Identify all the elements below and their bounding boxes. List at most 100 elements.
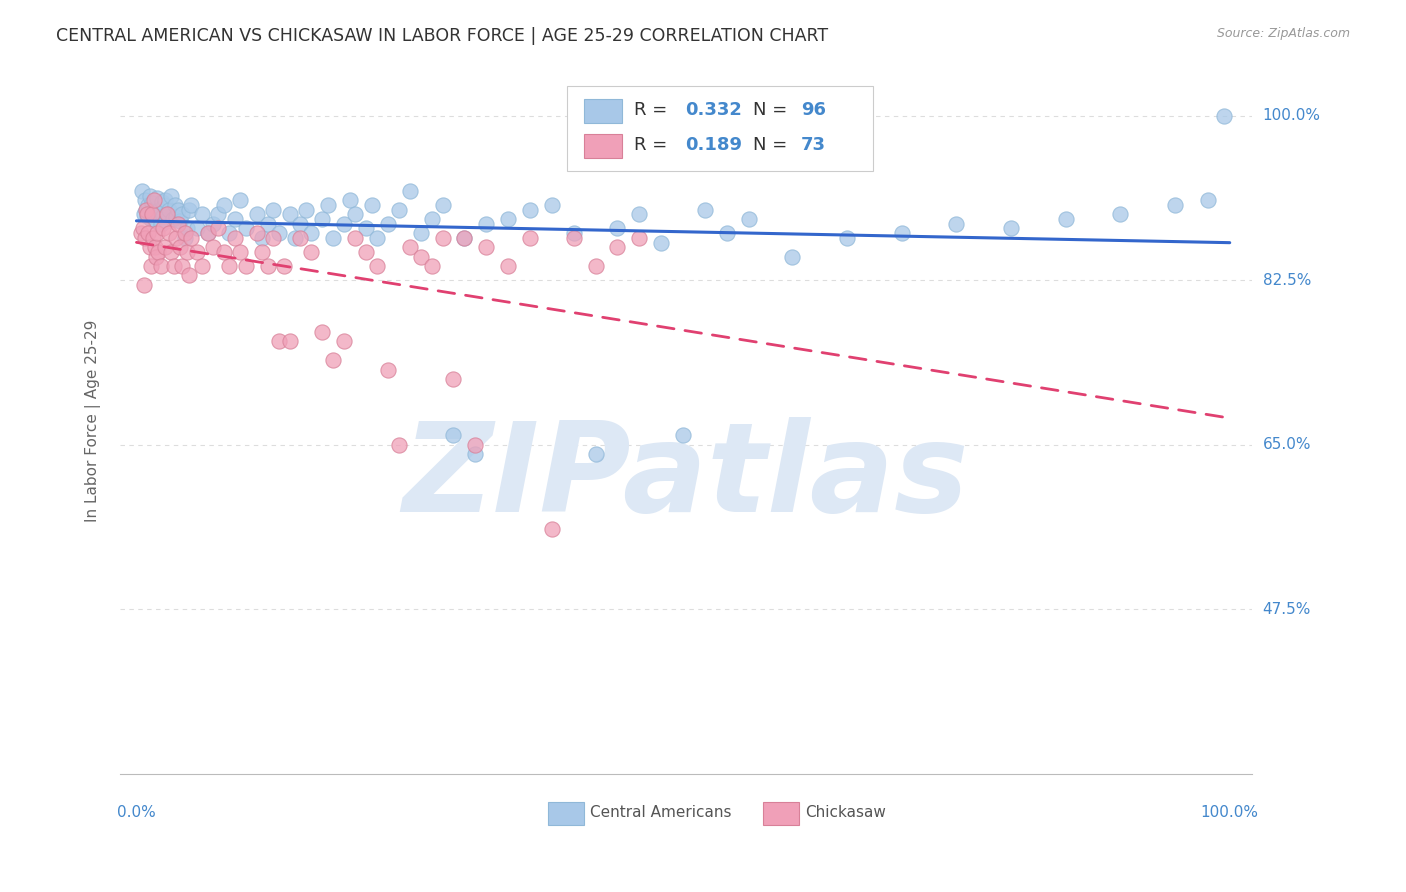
Point [197, 226, 219, 240]
Point [224, 212, 246, 227]
Point [464, 447, 486, 461]
Point [146, 191, 169, 205]
Point [160, 244, 183, 259]
Point [172, 207, 194, 221]
Point [585, 447, 607, 461]
Point [432, 198, 454, 212]
Point [443, 372, 465, 386]
Point [135, 202, 157, 217]
Point [606, 221, 628, 235]
Point [138, 188, 160, 202]
Point [201, 217, 224, 231]
Point [1000, 221, 1022, 235]
Point [186, 221, 208, 235]
Point [207, 207, 229, 221]
Point [229, 193, 252, 207]
Point [235, 259, 257, 273]
Point [262, 231, 284, 245]
Point [256, 217, 278, 231]
Point [541, 198, 564, 212]
Point [207, 221, 229, 235]
Point [693, 202, 716, 217]
Point [273, 259, 295, 273]
Point [150, 195, 173, 210]
Point [145, 250, 167, 264]
Point [835, 231, 858, 245]
Point [475, 217, 498, 231]
Point [152, 221, 174, 235]
Point [191, 207, 214, 221]
Point [176, 221, 198, 235]
Point [250, 231, 273, 245]
Point [246, 226, 269, 240]
Point [180, 198, 202, 212]
Point [1197, 193, 1219, 207]
Point [148, 244, 170, 259]
Point [229, 244, 252, 259]
Point [388, 202, 411, 217]
Point [398, 184, 420, 198]
Point [148, 202, 170, 217]
Point [333, 217, 356, 231]
Point [153, 193, 176, 207]
Text: 0.0%: 0.0% [117, 805, 156, 820]
FancyBboxPatch shape [583, 99, 623, 123]
Point [156, 207, 179, 221]
Text: 0.332: 0.332 [685, 102, 741, 120]
Point [141, 207, 163, 221]
Point [162, 212, 184, 227]
Point [1054, 212, 1077, 227]
Point [398, 240, 420, 254]
Point [945, 217, 967, 231]
Point [453, 231, 475, 245]
Point [135, 202, 157, 217]
Point [153, 240, 176, 254]
FancyBboxPatch shape [763, 802, 799, 825]
Point [224, 231, 246, 245]
Point [155, 214, 177, 228]
Point [218, 259, 240, 273]
Point [138, 240, 160, 254]
Point [284, 231, 307, 245]
Point [134, 193, 156, 207]
Point [737, 212, 759, 227]
Text: Central Americans: Central Americans [589, 805, 731, 821]
Point [136, 207, 159, 221]
Point [180, 231, 202, 245]
Point [339, 193, 361, 207]
Point [152, 198, 174, 212]
Text: R =: R = [634, 102, 672, 120]
Point [165, 231, 187, 245]
Point [890, 226, 912, 240]
Text: ZIPatlas: ZIPatlas [402, 417, 969, 538]
Point [519, 202, 541, 217]
Point [157, 226, 180, 240]
Point [311, 212, 333, 227]
Point [311, 325, 333, 339]
Point [377, 362, 399, 376]
Point [650, 235, 672, 250]
Point [1213, 109, 1236, 123]
Point [262, 202, 284, 217]
Point [143, 240, 166, 254]
Point [145, 201, 167, 215]
Point [366, 231, 388, 245]
Text: N =: N = [752, 136, 793, 153]
Point [360, 198, 382, 212]
Point [299, 226, 322, 240]
Point [169, 214, 191, 228]
Point [197, 226, 219, 240]
Point [173, 226, 195, 240]
Text: 73: 73 [801, 136, 827, 153]
Point [250, 244, 273, 259]
Point [443, 428, 465, 442]
Point [377, 217, 399, 231]
Point [322, 353, 344, 368]
Point [131, 184, 153, 198]
Point [290, 217, 312, 231]
Point [409, 250, 432, 264]
Point [344, 207, 367, 221]
Point [420, 259, 443, 273]
Point [172, 259, 194, 273]
Point [177, 202, 200, 217]
